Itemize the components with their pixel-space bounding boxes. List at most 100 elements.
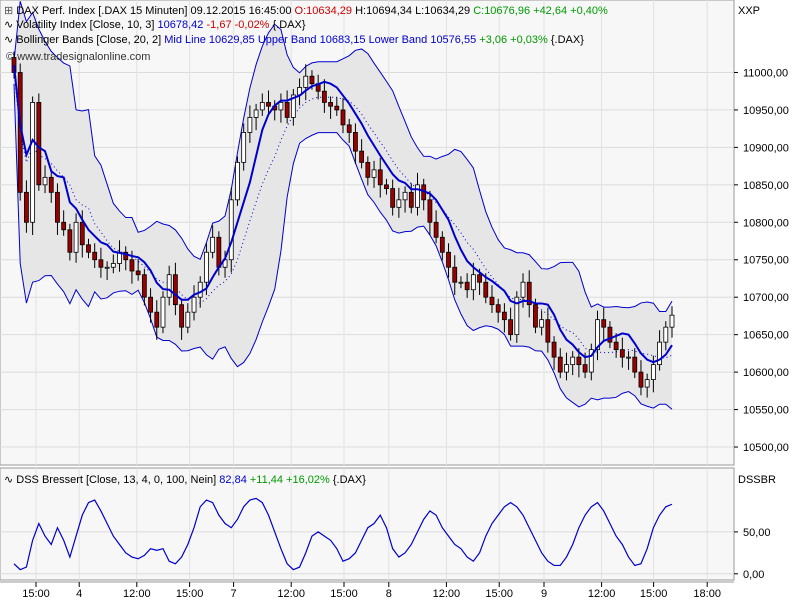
y-tick-label: 10650,00 (743, 330, 789, 342)
candle-body (452, 266, 458, 283)
y-tick-label: 10950,00 (743, 105, 789, 117)
candle-body (644, 379, 650, 388)
bollinger-mid: Mid Line 10629,85 (164, 34, 255, 46)
dss-title: DSS Bressert [Close, 13, 4, 0, 100, Nein… (16, 474, 216, 486)
x-tick-label: 15:00 (485, 588, 513, 600)
watermark-url: www.tradesignalonline.com (16, 51, 150, 63)
volatility-name: Volatility Index [Close, 10, 3] (16, 19, 154, 31)
volatility-index-line (13, 64, 673, 364)
candle-body (204, 251, 209, 283)
y-tick-label: 10500,00 (743, 442, 789, 454)
bollinger-name: Bollinger Bands [Close, 20, 2] (16, 34, 161, 46)
candle-body (241, 131, 247, 163)
candle-body (55, 191, 60, 223)
candle-body (439, 236, 445, 253)
candle-body (390, 188, 396, 208)
candle-body (489, 296, 495, 306)
candle-body (470, 274, 476, 291)
candle-body (626, 356, 631, 359)
candle-body (663, 326, 669, 343)
candle-body (79, 221, 85, 246)
candle-body (160, 296, 166, 328)
main-vertical-grid (35, 0, 708, 580)
copyright-icon: © (6, 51, 17, 63)
candle-body (526, 281, 532, 306)
candle-body (86, 244, 91, 253)
candle-body (588, 349, 594, 373)
candle-body (172, 274, 178, 306)
candle-body (30, 102, 36, 223)
candle-body (197, 281, 203, 298)
candle-body (73, 221, 79, 253)
y-tick-label: 10900,00 (743, 142, 789, 154)
candle-body (545, 319, 551, 343)
candle-body (98, 259, 104, 268)
candle-body (657, 341, 662, 366)
candle-body (191, 296, 197, 313)
candle-body (601, 319, 607, 328)
bollinger-upper: Upper Band 10683,15 (258, 34, 366, 46)
candle-body (458, 281, 464, 284)
dss-axis-tag: DSSBR (738, 474, 776, 486)
candle-body (24, 191, 29, 223)
y-tick-label: 10750,00 (743, 255, 789, 267)
candle-body (278, 102, 284, 111)
open-value: O:10634,29 (295, 5, 353, 17)
candle-body (104, 266, 110, 269)
candle-body (210, 236, 216, 253)
header-line-3: ∿ Bollinger Bands [Close, 20, 2] Mid Lin… (4, 34, 584, 46)
dss-line (13, 497, 673, 571)
x-tick-label: 15:00 (330, 588, 358, 600)
x-tick-label: 15:00 (22, 588, 50, 600)
dss-value: 82,84 (219, 474, 247, 486)
candle-body (228, 199, 234, 261)
change-value: +42,64 +0,40% (533, 5, 608, 17)
candle-body (514, 296, 520, 336)
dss-tick-label: 0,00 (743, 569, 764, 581)
volatility-symbol: {.DAX} (273, 19, 306, 31)
candle-body (520, 281, 526, 298)
x-tick-label: 9 (541, 588, 547, 600)
candle-body (36, 102, 42, 186)
x-tick-label: 15:00 (640, 588, 668, 600)
candle-body (384, 184, 389, 189)
volatility-change: -1,67 -0,02% (206, 19, 269, 31)
candle-body (371, 169, 377, 178)
dss-panel-frame (0, 467, 735, 581)
candle-body (632, 356, 638, 373)
x-tick-label: 18:00 (693, 588, 721, 600)
indicator-icon: ∿ (4, 34, 13, 46)
datetime-value: 09.12.2015 16:45:00 (191, 5, 292, 17)
bollinger-upper-line (13, 1, 673, 313)
indicator-icon: ∿ (4, 474, 13, 486)
candle-body (135, 270, 141, 276)
candle-body (650, 364, 656, 381)
candle-body (303, 75, 309, 88)
candle-body (464, 281, 470, 291)
y-tick-label: 11000,00 (743, 67, 788, 79)
candle-body (284, 102, 290, 118)
candle-body (508, 319, 514, 336)
dss-header: ∿ DSS Bressert [Close, 13, 4, 0, 100, Ne… (4, 474, 366, 486)
candle-body (334, 105, 340, 111)
candle-body (427, 199, 433, 223)
candle-body (619, 349, 625, 358)
candle-body (321, 90, 327, 103)
candle-body (340, 109, 346, 126)
candle-body (129, 259, 135, 272)
dss-change: +11,44 +16,02% (250, 474, 330, 486)
y-axis-ticks: 10500,00 10550,00 10600,00 10650,00 10700,00… (734, 67, 789, 454)
candle-body (638, 371, 644, 388)
candle-body (123, 251, 129, 261)
candle-body (551, 341, 557, 358)
candle-body (377, 169, 383, 186)
candle-body (582, 364, 588, 373)
candle-body (346, 124, 352, 133)
y-tick-label: 10700,00 (743, 292, 789, 304)
header-line-2: ∿ Volatility Index [Close, 10, 3] 10678,… (4, 19, 306, 31)
x-tick-label: 12:00 (588, 588, 616, 600)
close-value: C:10676,96 (473, 5, 530, 17)
x-axis-ticks: 15:00 4 12:00 15:00 7 12:00 15:00 8 12:00 15:00 9 1… (22, 582, 721, 600)
